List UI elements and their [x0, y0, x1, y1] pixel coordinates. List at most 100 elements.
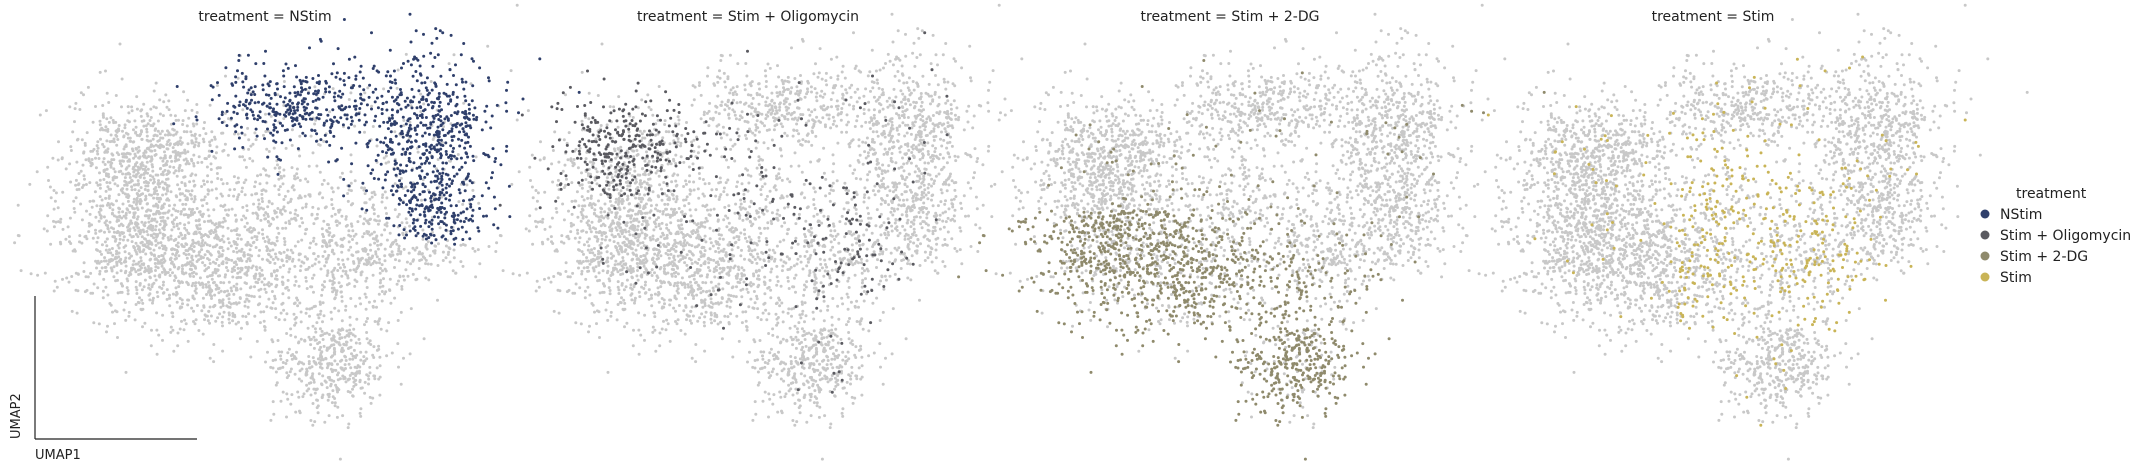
point-background: [586, 285, 590, 289]
point-background: [327, 346, 331, 350]
point-nstim: [258, 116, 262, 120]
point-background: [236, 195, 240, 199]
point-background: [307, 355, 311, 358]
point-background: [263, 240, 267, 243]
point-background: [419, 92, 423, 96]
point-background: [273, 297, 277, 301]
point-nstim: [468, 179, 472, 183]
point-nstim: [330, 122, 334, 126]
point-background: [618, 208, 622, 211]
point-background: [89, 161, 93, 165]
point-background: [236, 176, 240, 180]
point-nstim: [303, 108, 307, 112]
point-background: [72, 199, 76, 203]
point-background: [267, 238, 271, 242]
point-background: [335, 223, 339, 227]
point-nstim: [435, 186, 439, 190]
point-background: [312, 346, 316, 350]
point-background: [570, 212, 574, 216]
point-background: [98, 195, 102, 199]
point-nstim: [248, 101, 252, 105]
point-background: [134, 131, 138, 135]
point-nstim: [464, 177, 468, 181]
point-nstim: [263, 137, 266, 141]
point-background: [471, 247, 475, 250]
point-nstim: [441, 121, 445, 125]
point-background: [143, 149, 147, 153]
point-background: [260, 268, 264, 272]
point-background: [184, 253, 188, 257]
point-background: [665, 194, 669, 198]
point-background: [168, 257, 172, 261]
point-nstim: [267, 93, 271, 97]
point-background: [349, 338, 353, 342]
point-background: [124, 144, 128, 148]
point-background: [347, 377, 350, 381]
point-nstim: [251, 90, 255, 94]
point-background: [109, 251, 113, 255]
point-background: [107, 230, 111, 234]
point-background: [210, 288, 214, 292]
point-background: [184, 202, 188, 206]
point-background: [177, 118, 180, 122]
point-background: [256, 216, 260, 220]
point-nstim: [436, 215, 440, 219]
point-background: [264, 130, 268, 133]
point-background: [744, 133, 747, 137]
point-nstim: [436, 135, 440, 138]
point-nstim: [271, 133, 275, 137]
point-background: [242, 214, 246, 218]
point-background: [109, 133, 113, 137]
point-nstim: [397, 202, 401, 206]
point-background: [318, 348, 322, 352]
point-background: [258, 266, 262, 270]
point-background: [471, 188, 475, 192]
point-background: [169, 237, 173, 241]
point-nstim: [386, 127, 390, 131]
point-nstim: [408, 123, 412, 127]
point-nstim: [280, 141, 284, 145]
point-background: [261, 232, 265, 236]
point-background: [300, 216, 303, 220]
point-background: [122, 245, 126, 249]
point-background: [327, 392, 331, 396]
point-background: [185, 243, 189, 246]
point-background: [447, 250, 451, 254]
point-background: [86, 85, 90, 89]
point-background: [384, 206, 387, 210]
point-background: [135, 147, 138, 151]
point-background: [146, 184, 150, 188]
point-background: [212, 280, 216, 284]
point-background: [257, 278, 260, 281]
point-background: [180, 319, 183, 323]
point-nstim: [321, 95, 325, 99]
point-background: [213, 293, 217, 297]
point-background: [388, 277, 392, 281]
point-nstim: [301, 79, 305, 83]
point-background: [154, 243, 158, 247]
point-background: [156, 261, 160, 265]
point-background: [634, 253, 638, 257]
point-background: [262, 319, 266, 323]
point-background: [638, 295, 642, 299]
point-background: [203, 233, 207, 236]
point-background: [331, 207, 335, 210]
point-background: [223, 290, 227, 293]
point-background: [117, 206, 121, 210]
point-nstim: [406, 59, 410, 63]
point-background: [536, 191, 540, 195]
point-background: [38, 113, 42, 117]
point-background: [106, 185, 110, 189]
point-background: [377, 344, 381, 348]
point-background: [385, 329, 389, 333]
point-background: [235, 282, 239, 286]
point-background: [110, 158, 114, 162]
point-nstim: [472, 59, 475, 63]
point-nstim: [283, 96, 287, 100]
point-background: [289, 248, 293, 252]
point-nstim: [491, 147, 495, 151]
point-background: [54, 191, 58, 195]
point-background: [277, 166, 281, 170]
point-background: [82, 93, 85, 97]
point-background: [86, 275, 90, 279]
